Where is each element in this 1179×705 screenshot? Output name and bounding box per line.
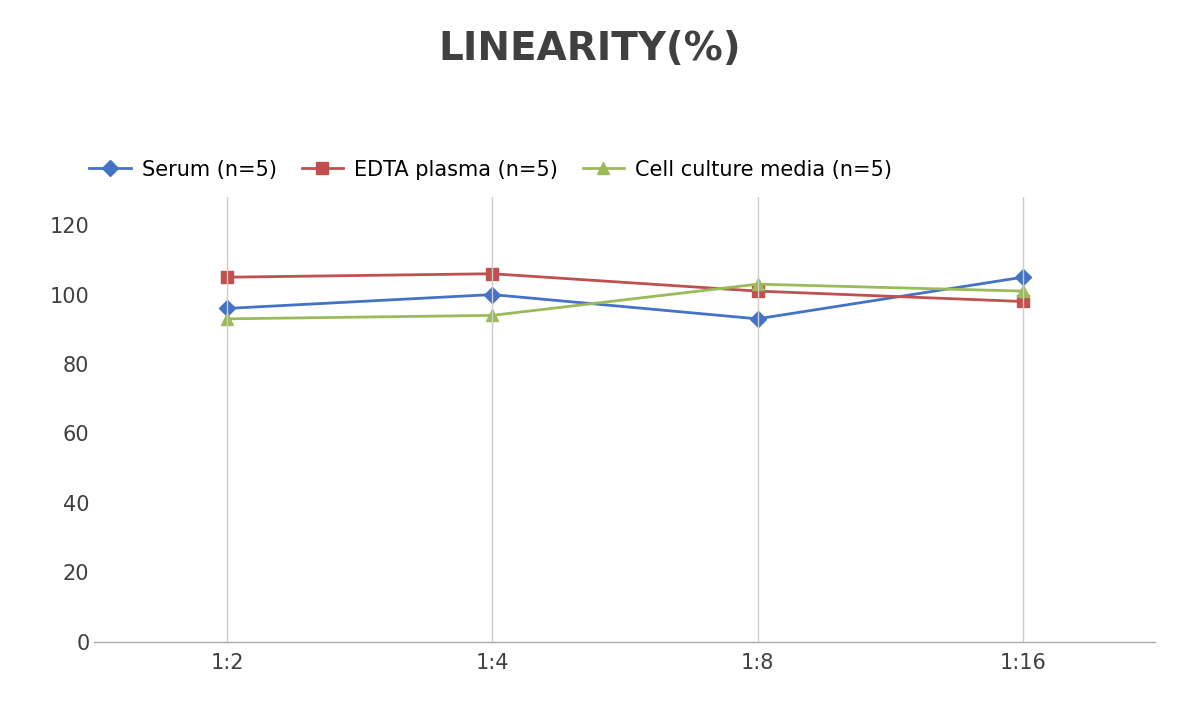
Cell culture media (n=5) <box>751 280 765 288</box>
Cell culture media (n=5) <box>486 311 500 319</box>
Serum (n=5) <box>486 290 500 299</box>
Serum (n=5) <box>751 314 765 323</box>
Serum (n=5) <box>220 305 235 313</box>
EDTA plasma (n=5) <box>1016 298 1030 306</box>
Cell culture media (n=5) <box>220 314 235 323</box>
Line: Cell culture media (n=5): Cell culture media (n=5) <box>222 278 1028 324</box>
Legend: Serum (n=5), EDTA plasma (n=5), Cell culture media (n=5): Serum (n=5), EDTA plasma (n=5), Cell cul… <box>81 152 900 188</box>
Serum (n=5) <box>1016 273 1030 281</box>
Cell culture media (n=5) <box>1016 287 1030 295</box>
Text: LINEARITY(%): LINEARITY(%) <box>439 30 740 68</box>
EDTA plasma (n=5) <box>220 273 235 281</box>
EDTA plasma (n=5) <box>486 269 500 278</box>
Line: Serum (n=5): Serum (n=5) <box>222 271 1028 324</box>
Line: EDTA plasma (n=5): EDTA plasma (n=5) <box>222 268 1028 307</box>
EDTA plasma (n=5) <box>751 287 765 295</box>
